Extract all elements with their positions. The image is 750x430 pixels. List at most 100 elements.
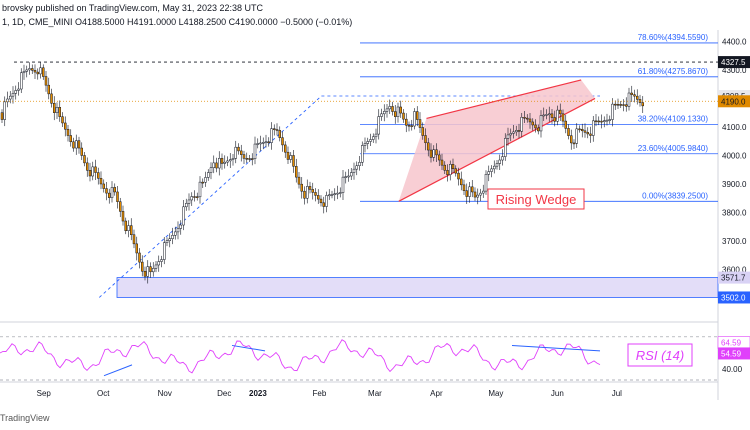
fib-level-label: 0.00%(3839.2500) [642, 191, 708, 200]
candle-body [319, 198, 323, 204]
candle-body [603, 120, 606, 122]
candle-body [490, 168, 493, 172]
candle-body [248, 158, 251, 160]
price-tag-label: 4327.5 [721, 58, 746, 67]
candle-body [311, 189, 314, 193]
candle-body [625, 104, 628, 107]
candle-body [479, 192, 482, 196]
candle-body [286, 151, 290, 160]
candle-body [322, 202, 325, 207]
candle-body [69, 135, 72, 143]
candle-body [476, 194, 479, 198]
candle-body [630, 92, 633, 95]
candle-body [468, 186, 471, 197]
candle-body [58, 107, 61, 117]
candle-body [187, 199, 191, 204]
candle-body [61, 116, 64, 124]
candle-body [295, 166, 298, 178]
candle-body [53, 103, 56, 113]
candle-body [328, 194, 331, 197]
candle-body [289, 155, 292, 160]
candle-body [231, 158, 235, 160]
candle-body [0, 112, 4, 120]
candle-body [55, 107, 59, 113]
candle-body [493, 165, 496, 170]
candle-body [88, 170, 92, 177]
candle-body [347, 175, 350, 178]
candle-body [575, 128, 578, 144]
candle-body [388, 106, 391, 110]
tradingview-logo-text: TradingView [0, 413, 50, 423]
candle-body [253, 143, 257, 159]
candle-body [116, 191, 119, 202]
time-axis-tick: Dec [217, 389, 231, 398]
candle-body [330, 193, 334, 196]
candle-body [91, 166, 94, 177]
candle-body [583, 130, 587, 133]
candle-body [83, 155, 86, 164]
rsi-axis-tick: 40.00 [722, 365, 743, 374]
candle-body [627, 92, 631, 107]
candle-body [160, 259, 163, 262]
candle-body [146, 266, 149, 277]
candle-body [333, 193, 336, 195]
candle-body [399, 106, 402, 114]
swing-trend-line [98, 95, 322, 298]
rsi-tag-label: 54.59 [721, 349, 742, 358]
fib-level-label: 23.60%(4005.9840) [638, 144, 709, 153]
candle-body [124, 220, 127, 231]
candle-body [262, 142, 265, 144]
candle-body [154, 264, 158, 269]
support-zone [116, 277, 719, 298]
candle-body [72, 141, 75, 149]
fib-level-label: 38.20%(4109.1330) [638, 114, 709, 123]
candle-body [86, 162, 89, 171]
plot-area [0, 30, 718, 400]
candle-body [484, 174, 488, 192]
candle-body [152, 268, 155, 273]
candle-body [520, 117, 523, 132]
rsi-title-box [627, 343, 693, 367]
candle-body [539, 115, 543, 132]
candle-body [6, 98, 9, 103]
candle-body [616, 104, 620, 106]
candle-body [432, 149, 435, 158]
published-line: brovsky published on TradingView.com, Ma… [2, 3, 263, 13]
price-tag-box [718, 291, 750, 304]
candle-body [105, 188, 108, 194]
candle-body [185, 203, 188, 208]
candle-body [20, 72, 23, 90]
candle-body [11, 93, 15, 97]
candle-body [578, 128, 581, 131]
candle-body [363, 143, 367, 146]
price-axis-tick: 3900.0 [722, 180, 747, 189]
candle-body [110, 187, 114, 198]
time-axis-tick: May [488, 389, 503, 398]
candle-body [259, 142, 262, 145]
time-axis-tick: Feb [313, 389, 327, 398]
candle-body [418, 119, 422, 128]
fib-level-label: 78.60%(4394.5590) [638, 33, 709, 42]
candle-body [341, 176, 345, 193]
time-axis-tick: Jul [612, 389, 622, 398]
candle-body [421, 127, 424, 136]
candle-body [550, 113, 554, 118]
candle-body [429, 149, 433, 158]
candle-body [619, 104, 622, 106]
rsi-tag-box [718, 347, 750, 360]
candle-body [179, 224, 182, 229]
rsi-title-text: RSI (14) [636, 348, 684, 363]
candle-body [344, 176, 347, 178]
candle-body [314, 192, 317, 196]
candle-body [168, 238, 171, 241]
candle-body [39, 67, 42, 75]
candle-body [275, 129, 279, 131]
candle-body [517, 130, 521, 132]
candle-body [495, 163, 499, 167]
price-tag-label: 4190.0 [721, 97, 746, 106]
candle-body [556, 109, 559, 122]
candle-body [561, 113, 565, 122]
candle-body [336, 192, 339, 195]
candle-body [66, 128, 70, 136]
